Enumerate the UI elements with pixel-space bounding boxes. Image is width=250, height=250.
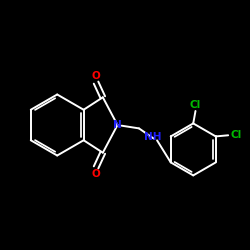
Text: Cl: Cl bbox=[190, 100, 201, 110]
Text: O: O bbox=[92, 72, 100, 82]
Text: Cl: Cl bbox=[230, 130, 242, 140]
Text: NH: NH bbox=[144, 132, 161, 142]
Text: O: O bbox=[92, 168, 100, 178]
Text: N: N bbox=[113, 120, 122, 130]
